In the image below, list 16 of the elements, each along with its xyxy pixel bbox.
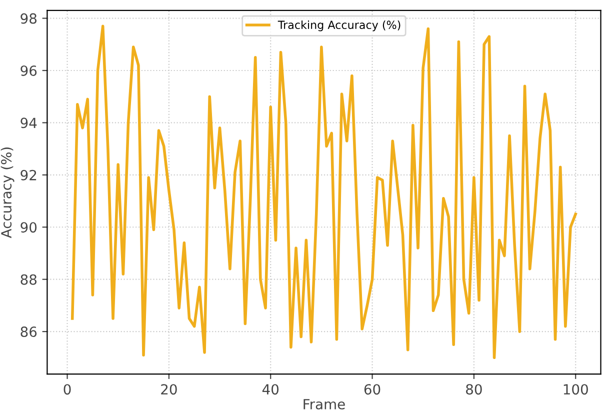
y-tick-label: 98 <box>20 13 37 24</box>
x-axis-title: Frame <box>304 399 345 410</box>
legend-label: Tracking Accuracy (%) <box>278 20 400 32</box>
y-tick-label: 96 <box>20 65 37 76</box>
y-tick-label: 92 <box>20 170 36 180</box>
x-tick-label: 60 <box>364 384 380 395</box>
x-tick-label: 0 <box>64 384 71 395</box>
y-tick-label: 94 <box>20 118 37 128</box>
x-tick-label: 100 <box>564 384 588 395</box>
y-tick-label: 88 <box>20 274 37 285</box>
y-tick-label: 90 <box>20 222 37 233</box>
y-axis-title: Accuracy (%) <box>0 148 14 238</box>
x-tick-label: 20 <box>161 384 177 395</box>
x-tick-label: 80 <box>466 384 482 395</box>
y-tick-label: 86 <box>20 326 37 338</box>
x-tick-label: 40 <box>262 384 279 395</box>
